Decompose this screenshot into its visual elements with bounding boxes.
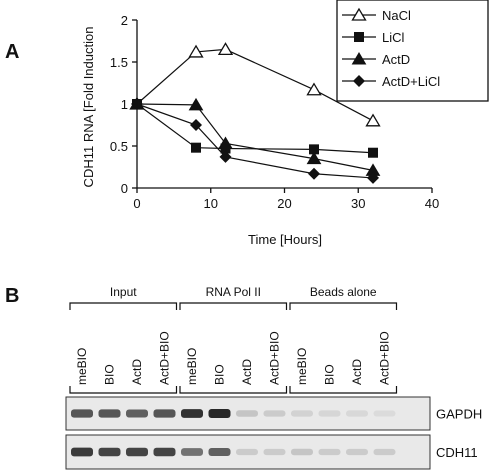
blot-band: [346, 448, 368, 456]
blot-band: [291, 448, 313, 456]
x-tick-label: 10: [204, 196, 218, 211]
y-tick-label: 1.5: [110, 55, 128, 70]
y-tick-label: 2: [121, 13, 128, 28]
blot-band: [181, 448, 203, 456]
series-actd: [129, 97, 381, 176]
lane-group-bracket: [69, 302, 178, 310]
legend-label-actd-licl: ActD+LiCl: [382, 74, 440, 89]
blot-band: [126, 447, 148, 457]
western-blot: Input meBIO BIO ActD ActD+BIO RNA Pol II meBIO…: [65, 285, 482, 470]
blot-band: [71, 447, 93, 457]
axes: 0 10 20 30 40 0 0.5 1 1.5 2: [110, 13, 439, 211]
data-point-nacl: [365, 113, 381, 127]
lane-label: ActD+BIO: [268, 331, 282, 385]
lane-label: ActD: [130, 359, 144, 385]
data-point-actd-licl: [219, 150, 232, 163]
x-tick-label: 40: [425, 196, 439, 211]
data-point-actd-licl: [308, 167, 320, 180]
blot-band: [346, 410, 368, 417]
blot-gene-label: GAPDH: [436, 407, 482, 422]
data-point-nacl: [217, 42, 234, 56]
blot-band: [181, 409, 203, 418]
lane-group-label: Beads alone: [310, 285, 377, 299]
blot-band: [263, 448, 286, 456]
data-point-actd-licl: [190, 119, 202, 131]
lane-group-1: Input meBIO BIO ActD ActD+BIO: [69, 285, 178, 394]
blot-band: [98, 409, 121, 418]
lane-group-bracket: [179, 302, 288, 310]
blot-band: [236, 410, 258, 417]
legend-marker-actd: [351, 52, 367, 65]
legend-label-actd: ActD: [382, 52, 410, 67]
legend-marker-nacl: [351, 7, 367, 21]
lane-label: BIO: [323, 364, 337, 385]
blot-band: [318, 448, 341, 456]
data-point-licl: [368, 147, 378, 158]
lane-label: ActD: [240, 359, 254, 385]
series-line-actd-licl: [136, 103, 374, 179]
blot-band: [71, 409, 93, 418]
y-axis-title: CDH11 RNA [Fold Induction: [81, 27, 96, 188]
panel-a-letter: A: [5, 41, 19, 63]
legend-marker-actd-licl: [353, 75, 365, 87]
lane-label: meBIO: [185, 348, 199, 385]
data-point-nacl: [188, 44, 204, 58]
blot-band: [98, 447, 121, 457]
panel-b-letter: B: [5, 285, 19, 307]
lane-group-label: Input: [110, 285, 137, 299]
lane-label: meBIO: [75, 348, 89, 385]
blot-row-cdh11: CDH11: [65, 434, 478, 470]
y-tick-label: 0: [121, 181, 128, 196]
legend-label-licl: LiCl: [382, 30, 405, 45]
series-layer: [129, 42, 381, 184]
lane-group-3: Beads alone meBIO BIO ActD ActD+BIO: [289, 285, 398, 394]
blot-row-gapdh: GAPDH: [65, 396, 482, 431]
data-point-actd-licl: [367, 171, 379, 184]
data-point-actd: [218, 136, 233, 149]
blot-gene-label: CDH11: [436, 445, 478, 460]
x-tick-label: 20: [277, 196, 291, 211]
blot-band: [373, 448, 396, 456]
blot-band: [153, 409, 176, 418]
lane-group-bracket-bottom: [69, 386, 178, 394]
blot-band: [291, 410, 313, 417]
lane-label: ActD: [350, 359, 364, 385]
lane-label: BIO: [213, 364, 227, 385]
data-point-licl: [191, 142, 201, 153]
lane-group-bracket: [289, 302, 398, 310]
blot-band: [263, 410, 286, 417]
data-point-actd: [188, 97, 204, 111]
y-tick-label: 1: [121, 97, 128, 112]
data-point-nacl: [306, 82, 322, 96]
lane-group-bracket-bottom: [179, 386, 288, 394]
blot-band: [373, 410, 396, 417]
x-tick-label: 30: [351, 196, 365, 211]
legend: NaCl LiCl ActD ActD+LiCl: [336, 0, 489, 102]
blot-band: [208, 409, 231, 418]
line-chart: 0 10 20 30 40 0 0.5 1 1.5 2 CDH11 RNA [Fold Induc…: [81, 13, 439, 247]
y-tick-label: 0.5: [110, 139, 128, 154]
series-line-licl: [136, 103, 374, 154]
lane-group-label: RNA Pol II: [206, 285, 261, 299]
lane-group-bracket-bottom: [289, 386, 398, 394]
series-actd-licl: [131, 98, 379, 184]
data-point-licl: [309, 144, 319, 155]
lane-label: meBIO: [295, 348, 309, 385]
lane-label: ActD+BIO: [158, 331, 172, 385]
blot-band: [236, 448, 258, 456]
blot-band: [318, 410, 341, 417]
blot-band: [153, 447, 176, 457]
series-line-actd: [136, 103, 374, 171]
blot-band: [126, 409, 148, 418]
data-point-actd: [306, 151, 322, 165]
x-axis-title: Time [Hours]: [248, 232, 322, 247]
lane-label: BIO: [103, 364, 117, 385]
legend-label-nacl: NaCl: [382, 8, 411, 23]
lane-label: ActD+BIO: [378, 331, 392, 385]
blot-band: [208, 447, 231, 457]
legend-marker-licl: [354, 32, 364, 42]
x-tick-label: 0: [133, 196, 140, 211]
lane-group-2: RNA Pol II meBIO BIO ActD ActD+BIO: [179, 285, 288, 394]
